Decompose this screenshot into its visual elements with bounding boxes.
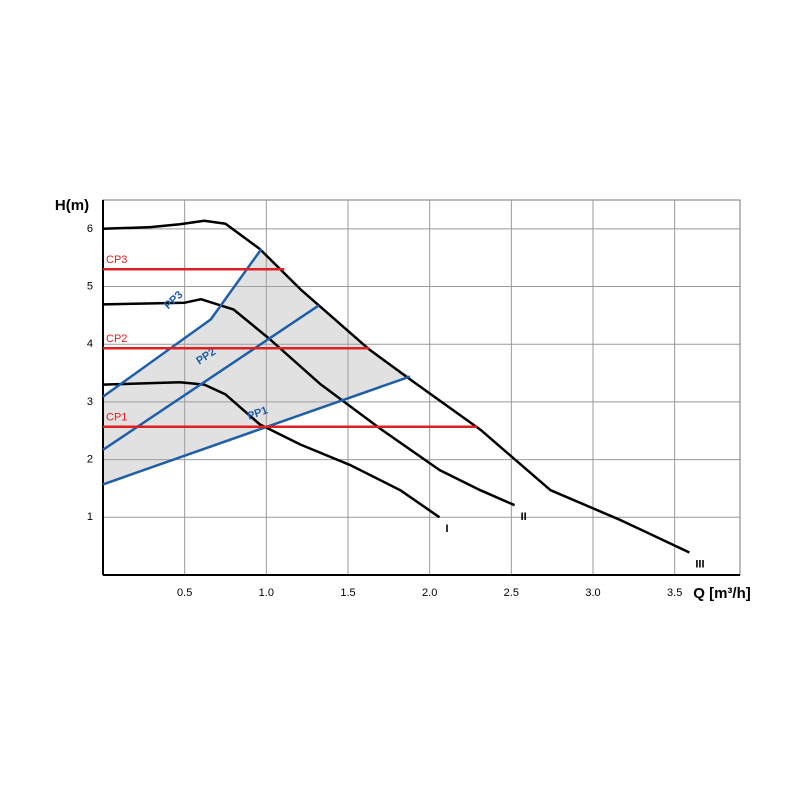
curve-label: CP3 xyxy=(106,254,127,266)
series-line xyxy=(102,248,263,398)
series-line xyxy=(102,381,441,519)
y-tick-label: 3 xyxy=(87,396,93,408)
curve-label: I xyxy=(445,523,448,535)
curve-label: III xyxy=(695,558,704,570)
x-axis-label: Q [m³/h] xyxy=(693,585,751,602)
x-tick-label: 1.5 xyxy=(340,587,355,599)
y-tick-label: 5 xyxy=(87,280,93,292)
curve-label: CP2 xyxy=(106,333,127,345)
x-tick-label: 3.0 xyxy=(585,587,600,599)
y-tick-label: 4 xyxy=(87,338,93,350)
curve-label: II xyxy=(521,511,527,523)
x-tick-label: 2.5 xyxy=(504,587,519,599)
y-tick-label: 6 xyxy=(87,223,93,235)
x-tick-label: 2.0 xyxy=(422,587,437,599)
series-line xyxy=(102,297,516,507)
curve-label: PP3 xyxy=(162,289,185,312)
series-line xyxy=(102,219,690,554)
x-tick-label: 1.0 xyxy=(259,587,274,599)
curve-label: CP1 xyxy=(106,412,127,424)
series-line xyxy=(102,375,411,486)
y-tick-label: 1 xyxy=(87,511,93,523)
operating-area xyxy=(103,249,411,485)
y-tick-label: 2 xyxy=(87,454,93,466)
x-tick-label: 0.5 xyxy=(177,587,192,599)
y-axis-label: H(m) xyxy=(55,197,89,214)
x-tick-label: 3.5 xyxy=(667,587,682,599)
